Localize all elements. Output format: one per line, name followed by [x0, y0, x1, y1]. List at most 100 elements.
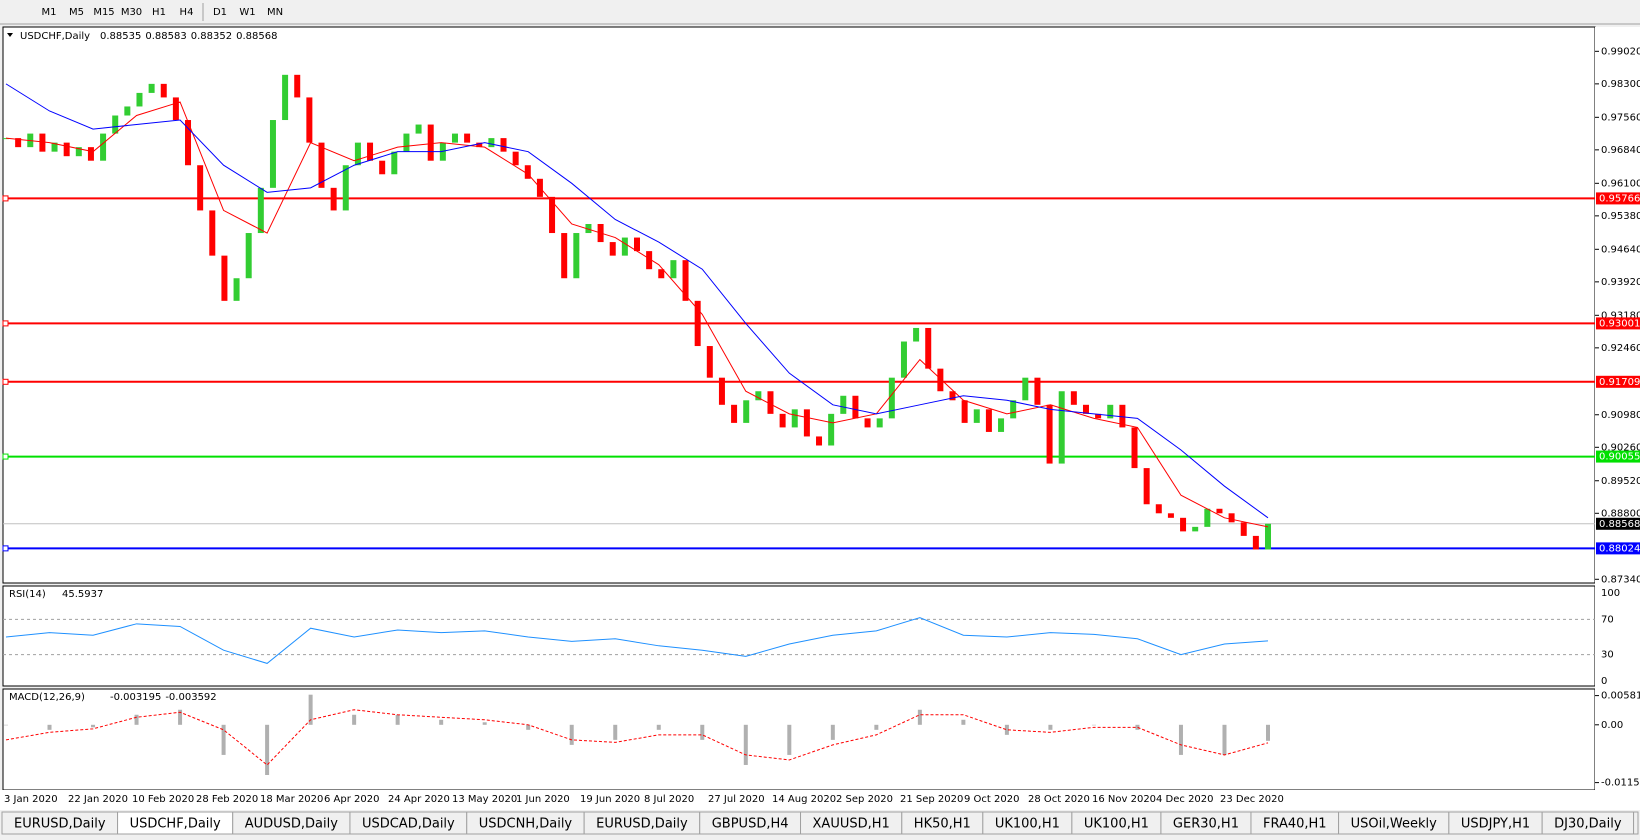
candle	[282, 74, 289, 121]
level-label-box	[1596, 192, 1640, 205]
candle	[925, 327, 932, 369]
timeframe-button[interactable]: M15	[93, 7, 114, 18]
timeframe-button[interactable]: M1	[42, 7, 57, 18]
candle	[888, 377, 895, 419]
candle	[1143, 468, 1150, 505]
candle	[294, 74, 301, 98]
macd-bar	[700, 724, 705, 740]
candle	[731, 404, 738, 423]
rsi-tick-label: 0	[1601, 676, 1607, 687]
x-tick-label: 24 Apr 2020	[388, 794, 450, 805]
macd-tick-label: 0.005818	[1601, 691, 1640, 702]
timeframe-button[interactable]: M30	[121, 7, 142, 18]
candle	[124, 106, 131, 116]
x-tick-label: 14 Aug 2020	[772, 794, 836, 805]
candle	[1119, 404, 1126, 428]
x-tick-label: 13 May 2020	[452, 794, 517, 805]
rsi-tick-label: 100	[1601, 588, 1620, 599]
tab[interactable]	[1633, 811, 1639, 835]
timeframe-button[interactable]: W1	[239, 7, 255, 18]
macd-bar	[917, 709, 922, 725]
tab-label[interactable]: EURUSD,Daily	[14, 817, 106, 832]
macd-tick-label: -0.011514	[1601, 778, 1640, 789]
level-label-box	[1596, 375, 1640, 388]
y-tick-label: 0.93920	[1601, 277, 1640, 288]
rsi-value: 45.5937	[62, 589, 103, 600]
tab-label[interactable]: EURUSD,Daily	[596, 817, 688, 832]
candle	[743, 400, 750, 423]
tab-label[interactable]: USDJPY,H1	[1461, 817, 1530, 832]
candle	[342, 165, 349, 211]
tab-label[interactable]: FRA40,H1	[1263, 817, 1327, 832]
candle	[1155, 504, 1162, 514]
tab-label[interactable]: HK50,H1	[914, 817, 971, 832]
tab-label[interactable]: USDCAD,Daily	[362, 817, 455, 832]
tab-label[interactable]: USDCHF,Daily	[130, 817, 221, 832]
candle	[1058, 391, 1065, 464]
candle	[646, 251, 653, 270]
level-handle	[2, 320, 9, 327]
candle	[670, 260, 677, 279]
candle	[148, 83, 155, 93]
tab-label[interactable]: USDCNH,Daily	[479, 817, 573, 832]
timeframe-button[interactable]: D1	[213, 7, 227, 18]
candle	[379, 160, 386, 175]
candle	[549, 196, 556, 234]
macd-bar	[439, 719, 444, 725]
price-scale	[1595, 27, 1640, 790]
macd-bar	[1004, 724, 1009, 735]
level-label: 0.91709	[1599, 377, 1640, 388]
y-tick-label: 0.89520	[1601, 476, 1640, 487]
x-tick-label: 2 Sep 2020	[836, 794, 893, 805]
candle	[524, 165, 531, 179]
level-label-box	[1596, 317, 1640, 330]
macd-bar	[482, 722, 487, 725]
timeframe-button[interactable]: H1	[152, 7, 166, 18]
candle	[209, 210, 216, 256]
tab-label[interactable]: XAUUSD,H1	[813, 817, 890, 832]
candle	[755, 391, 762, 401]
candle	[63, 142, 70, 157]
candle	[682, 260, 689, 301]
candle	[318, 142, 325, 188]
x-tick-label: 22 Jan 2020	[68, 794, 128, 805]
y-tick-label: 0.97560	[1601, 112, 1640, 123]
tab-label[interactable]: UK100,H1	[995, 817, 1060, 832]
moving-average	[5, 83, 1269, 519]
macd-bar	[221, 724, 226, 755]
macd-panel	[2, 688, 1596, 791]
y-tick-label: 0.87340	[1601, 574, 1640, 585]
candle	[949, 391, 956, 401]
candle	[233, 278, 240, 301]
candle	[500, 138, 507, 152]
macd-bar	[1135, 724, 1140, 730]
timeframe-button[interactable]: M5	[69, 7, 84, 18]
x-tick-label: 16 Nov 2020	[1092, 794, 1156, 805]
y-tick-label: 0.94640	[1601, 244, 1640, 255]
candle	[864, 418, 871, 428]
tab-label[interactable]: UK100,H1	[1084, 817, 1149, 832]
candle	[512, 151, 519, 166]
rsi-tick-label: 30	[1601, 650, 1614, 661]
candle	[451, 133, 458, 143]
candle	[160, 83, 167, 98]
tab-label[interactable]: DJ30,Daily	[1554, 817, 1622, 832]
candle	[998, 418, 1005, 432]
candle	[1204, 508, 1211, 527]
macd-bar	[395, 714, 400, 725]
candle	[840, 395, 847, 414]
x-tick-label: 28 Oct 2020	[1028, 794, 1090, 805]
level-label: 0.88024	[1599, 543, 1640, 554]
candle	[415, 124, 422, 134]
timeframe-button[interactable]: H4	[180, 7, 194, 18]
candle	[1265, 523, 1271, 550]
tab-label[interactable]: GER30,H1	[1173, 817, 1239, 832]
tab-label[interactable]: USOil,Weekly	[1351, 817, 1438, 832]
timeframe-button[interactable]: MN	[267, 7, 283, 18]
tab-label[interactable]: GBPUSD,H4	[712, 817, 789, 832]
candle	[1034, 377, 1041, 405]
tab-label[interactable]: AUDUSD,Daily	[245, 817, 339, 832]
candle	[1022, 377, 1029, 401]
macd-bar	[178, 709, 183, 725]
macd-bar	[47, 724, 52, 730]
